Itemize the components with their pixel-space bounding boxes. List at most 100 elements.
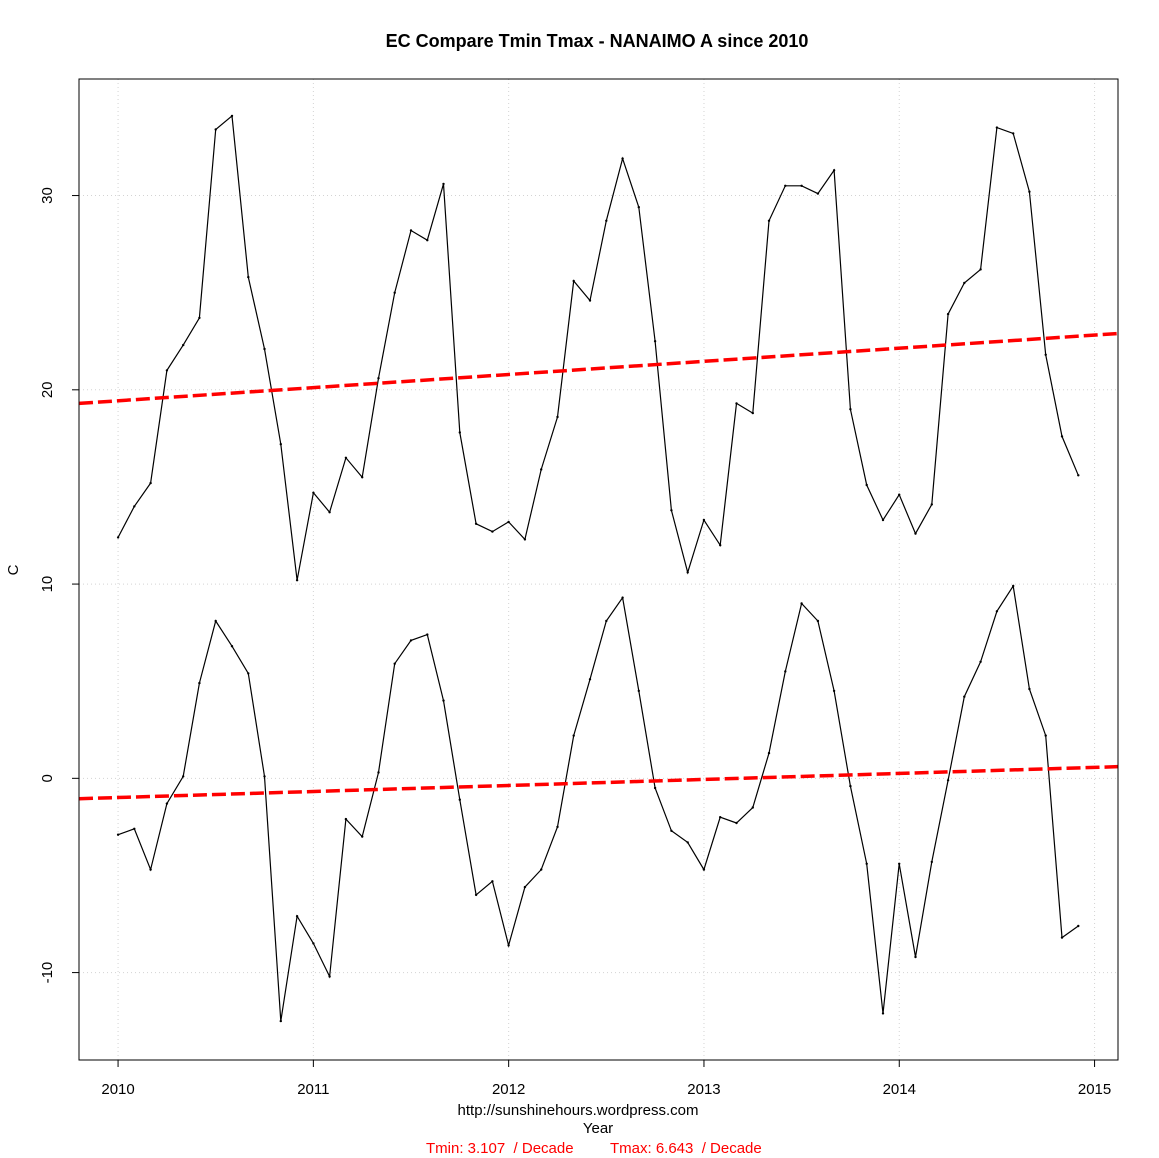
data-point-tmin [377,771,380,774]
data-point-tmin [979,660,982,663]
trend-line-tmin [78,764,1119,801]
data-point-tmin [995,610,999,613]
data-point-tmin [491,880,494,883]
data-point-tmax [540,468,543,471]
data-point-tmin [165,802,169,805]
data-point-tmin [247,672,250,675]
data-point-tmin [719,816,722,819]
data-point-tmin [474,893,478,897]
data-point-tmax [295,579,299,582]
data-point-tmin [116,833,120,836]
data-point-tmin [849,784,852,788]
data-point-tmin [963,695,966,698]
data-point-tmax [344,456,348,459]
data-point-tmax [832,169,836,172]
data-point-tmax [491,530,494,533]
data-point-tmax [702,518,706,522]
data-point-tmin [816,619,820,623]
x-axis-label: Year [583,1120,613,1137]
data-point-tmax [816,192,820,195]
data-point-tmin [1044,734,1047,737]
tmax-trend-label: Tmax: 6.643 / Decade [610,1140,762,1157]
data-point-tmin [588,678,592,681]
data-point-tmin [540,868,543,871]
plot-lines [78,114,1119,1023]
data-point-tmin [344,817,348,821]
data-point-tmin [198,681,201,685]
plot-frame [78,78,1119,1061]
data-point-tmax [946,312,950,316]
data-point-tmax [670,509,673,512]
data-point-tmin [637,689,640,693]
data-point-tmin [295,915,299,918]
y-tick-label: 20 [39,381,56,398]
y-tick-label: 0 [39,774,56,782]
data-point-tmin [621,596,624,599]
data-point-tmax [393,291,396,294]
data-point-tmax [247,275,250,279]
data-point-tmin [1077,924,1080,928]
data-point-tmax [621,157,624,160]
data-point-tmax [523,538,527,541]
data-point-tmax [914,532,917,535]
data-point-tmax [474,522,478,525]
data-point-tmin [702,868,706,871]
data-point-tmax [1044,353,1047,356]
data-point-tmin [361,835,364,838]
data-point-tmin [328,975,331,978]
y-axis-label: C [5,564,22,575]
x-axis: 2010 2011 2012 2013 2014 2015 [101,1060,1111,1098]
y-tick-label: 30 [39,187,56,204]
data-point-tmax [719,544,722,547]
y-tick-label: 10 [39,576,56,593]
data-point-tmax [165,369,169,372]
data-point-tmax [767,219,771,222]
data-point-tmax [263,347,266,351]
data-point-tmin [832,689,836,693]
data-point-tmin [653,786,657,790]
data-point-tmax [214,128,217,131]
data-point-tmax [1077,474,1080,477]
data-point-tmax [735,402,738,405]
data-point-tmin [800,602,803,605]
chart-title: EC Compare Tmin Tmax - NANAIMO A since 2… [386,31,809,51]
data-point-tmin [263,775,266,778]
data-point-tmax [312,491,315,494]
data-point-tmin [133,827,136,830]
data-point-tmax [653,340,657,343]
data-point-tmin [572,734,575,737]
data-point-tmax [930,503,933,506]
x-tick-label: 2013 [687,1081,720,1098]
data-point-tmax [881,518,885,522]
x-tick-label: 2014 [883,1081,916,1098]
grid [79,79,1118,1060]
data-point-tmin [1028,687,1031,691]
data-point-tmin [865,862,868,865]
data-point-tmin [409,639,413,642]
data-point-tmin [1060,936,1064,939]
data-point-tmax [1012,132,1015,135]
data-point-tmax [328,511,331,514]
x-tick-label: 2015 [1078,1081,1111,1098]
y-tick-label: -10 [39,962,56,984]
data-point-tmax [963,281,966,285]
data-point-tmin [507,944,510,947]
data-point-tmax [995,126,999,129]
data-point-tmin [312,942,315,945]
data-point-tmin [393,662,396,665]
data-point-tmin [930,860,933,864]
trend-line-tmax [78,331,1119,406]
data-point-tmax [751,411,754,415]
data-point-tmax [426,239,429,242]
data-point-tmin [946,779,950,782]
data-point-tmin [182,775,185,778]
data-point-tmin [214,619,217,623]
data-point-tmin [426,633,429,636]
data-point-tmax [572,279,575,283]
data-point-tmax [979,268,982,271]
data-point-tmin [458,798,461,801]
data-point-tmin [914,955,917,959]
data-point-tmax [230,114,234,118]
data-point-tmin [898,862,901,865]
data-point-tmax [133,505,136,508]
